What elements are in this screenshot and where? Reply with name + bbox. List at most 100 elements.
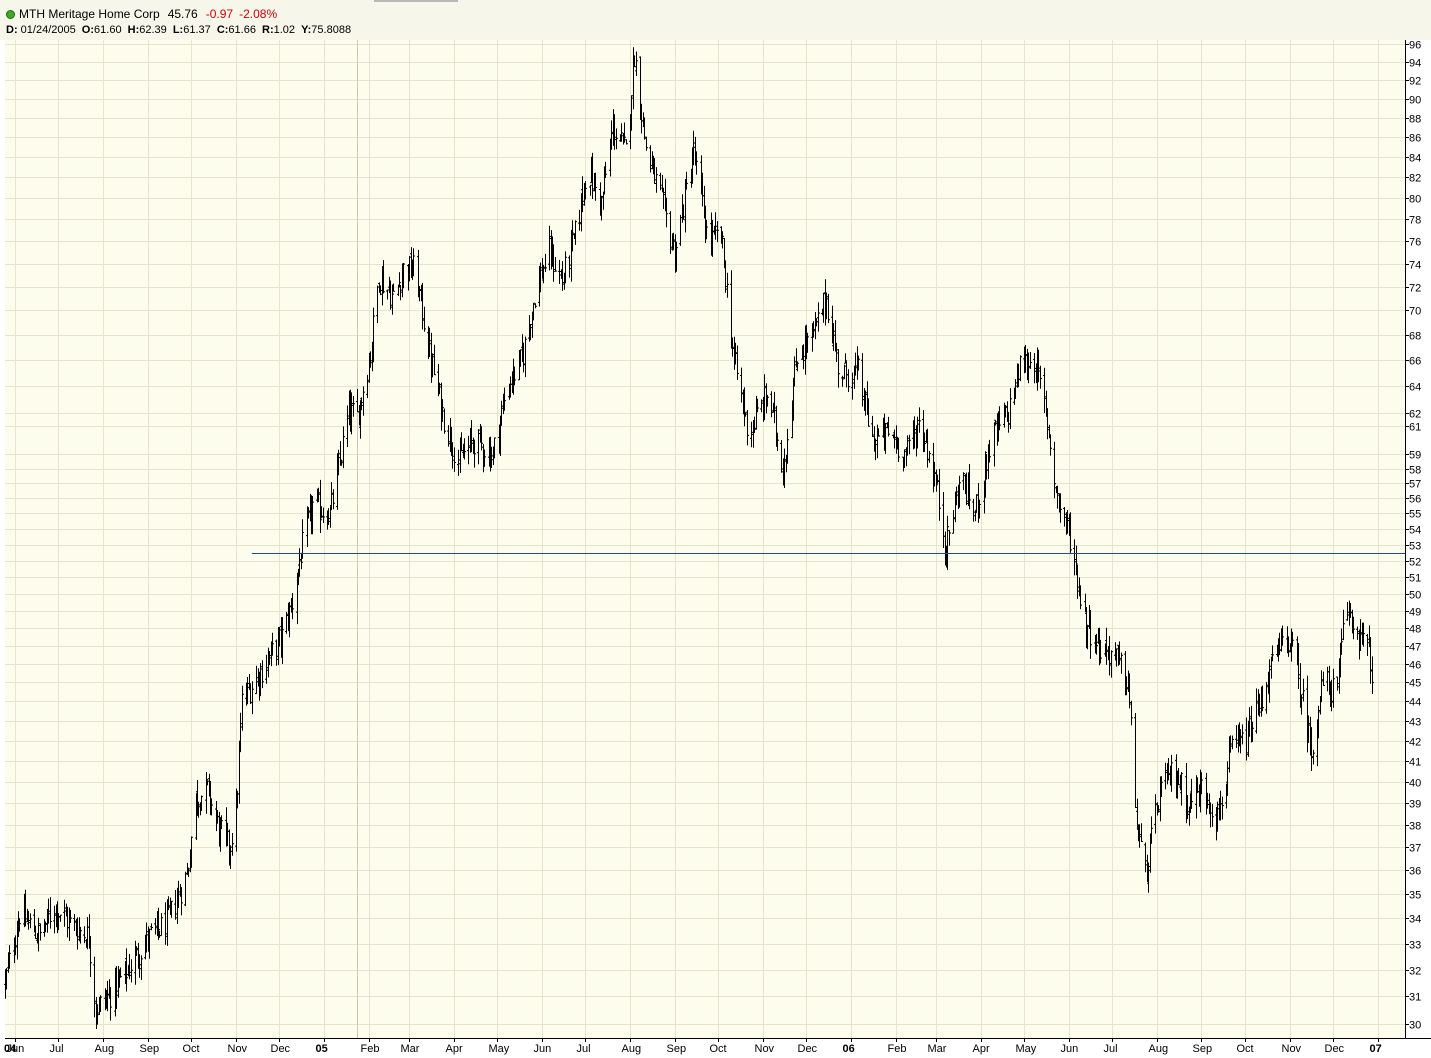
price-tick-label: 58	[1409, 465, 1421, 477]
ohlc-bar	[34, 925, 37, 939]
ohlc-bar	[625, 139, 628, 145]
ohlc-bar	[918, 407, 921, 433]
ohlc-bar	[724, 260, 727, 293]
ohlc-bar	[27, 910, 30, 930]
ohlc-bar	[197, 801, 200, 818]
ohlc-bar	[923, 432, 926, 452]
price-tick-label: 38	[1409, 821, 1421, 833]
ohlc-bar	[1099, 639, 1102, 664]
ohlc-bar	[1248, 707, 1251, 737]
price-tick-label: 96	[1409, 40, 1421, 52]
time-tick-label: Mar	[928, 1043, 947, 1055]
ohlc-bar	[806, 332, 809, 353]
time-tick-label: Jun	[7, 1043, 25, 1055]
ohlc-bar	[534, 303, 537, 309]
ohlc-bar	[443, 408, 446, 434]
ohlc-bar	[130, 959, 133, 983]
ohlc-bar	[241, 685, 244, 731]
ohlc-bar	[1160, 776, 1163, 797]
price-tick-label: 74	[1409, 260, 1421, 272]
ohlc-bar	[1180, 772, 1183, 806]
price-tick-label: 55	[1409, 509, 1421, 521]
ohlc-bar	[692, 130, 695, 166]
ohlc-bar	[1130, 700, 1133, 726]
ohlc-bar	[744, 411, 747, 417]
price-tick-label: 34	[1409, 914, 1421, 926]
ohlc-bar	[205, 772, 208, 814]
time-tick-label: Feb	[888, 1043, 907, 1055]
ohlc-bar	[229, 845, 232, 869]
ohlc-bar	[271, 632, 274, 656]
ohlc-bar	[1366, 633, 1369, 656]
ohlc-bar	[1105, 627, 1108, 665]
ohlc-bar	[167, 896, 170, 911]
ohlc-bar	[544, 253, 547, 272]
ohlc-bar	[170, 900, 173, 918]
ohlc-bar	[327, 508, 330, 525]
time-axis-pane[interactable]	[0, 1038, 1431, 1058]
price-chart[interactable]: 30 31 32 33 34 35 36 37 38 39 40 41 42 43 44 45 46 47 48 49…	[0, 40, 1431, 1058]
price-tick-label: 92	[1409, 76, 1421, 88]
ohlc-bar	[529, 324, 532, 341]
ohlc-bar	[467, 435, 470, 465]
ohlc-bar	[1167, 758, 1170, 781]
time-tick-label: 05	[316, 1043, 328, 1055]
price-tick-label: 80	[1409, 194, 1421, 206]
ohlc-bar	[620, 123, 623, 142]
ohlc-bar	[332, 489, 335, 510]
ohlc-bar	[630, 95, 633, 131]
ohlc-bar	[457, 449, 460, 476]
ohlc-bar	[265, 654, 268, 684]
ohlc-bar	[926, 428, 929, 468]
ohlc-bar	[1170, 754, 1173, 792]
ohlc-bar	[542, 264, 545, 284]
price-axis-pane[interactable]	[1405, 40, 1431, 1038]
time-tick-label: Aug	[95, 1043, 115, 1055]
ohlc-bar	[402, 263, 405, 289]
ohlc-bar	[594, 172, 597, 201]
quote-header: MTH Meritage Home Corp 45.76 -0.97 -2.08…	[0, 0, 1431, 40]
ohlc-bar	[843, 364, 846, 380]
ohlc-bar	[893, 429, 896, 449]
window-tab[interactable]	[374, 0, 458, 2]
price-tick-label: 45	[1409, 678, 1421, 690]
ohlc-bar	[382, 260, 385, 294]
ohlc-bar	[1340, 628, 1343, 655]
high-label: H:	[127, 24, 140, 36]
ohlc-bar	[210, 798, 213, 816]
ohlc-bar	[908, 434, 911, 455]
ohlc-bar	[1336, 676, 1339, 691]
price-tick-label: 30	[1409, 1020, 1421, 1032]
ohlc-bar	[740, 367, 743, 403]
time-tick-label: Apr	[973, 1043, 990, 1055]
price-tick-label: 47	[1409, 642, 1421, 654]
ohlc-bar	[672, 232, 675, 251]
ohlc-bar	[83, 926, 86, 944]
ohlc-bar	[968, 464, 971, 510]
ohlc-bar	[1128, 673, 1131, 709]
price-tick-label: 51	[1409, 573, 1421, 585]
ohlc-bar	[645, 136, 648, 151]
ohlc-bar	[360, 397, 363, 411]
ohlc-bar	[1241, 724, 1244, 745]
price-tick-label: 44	[1409, 697, 1421, 709]
ohlc-bar	[1317, 705, 1320, 739]
ohlc-bar	[1211, 804, 1214, 827]
ohlc-bar	[1029, 352, 1032, 369]
ohlc-bar	[115, 966, 118, 1009]
ohlc-bar	[978, 499, 981, 519]
ohlc-bar	[835, 342, 838, 362]
ohlc-bar	[776, 432, 779, 451]
ohlc-bar	[783, 448, 786, 488]
ohlc-bar	[916, 416, 919, 449]
ohlc-bar	[447, 425, 450, 447]
ohlc-bar	[649, 145, 652, 173]
price-tick-label: 43	[1409, 717, 1421, 729]
ohlc-bar	[613, 114, 616, 150]
ohlc-bar	[500, 400, 503, 426]
low-label: L:	[172, 24, 184, 36]
ohlc-bar	[734, 342, 737, 365]
ohlc-bar	[1134, 713, 1137, 808]
time-tick-label: Oct	[1237, 1043, 1254, 1055]
low-value: 61.37	[183, 24, 211, 36]
